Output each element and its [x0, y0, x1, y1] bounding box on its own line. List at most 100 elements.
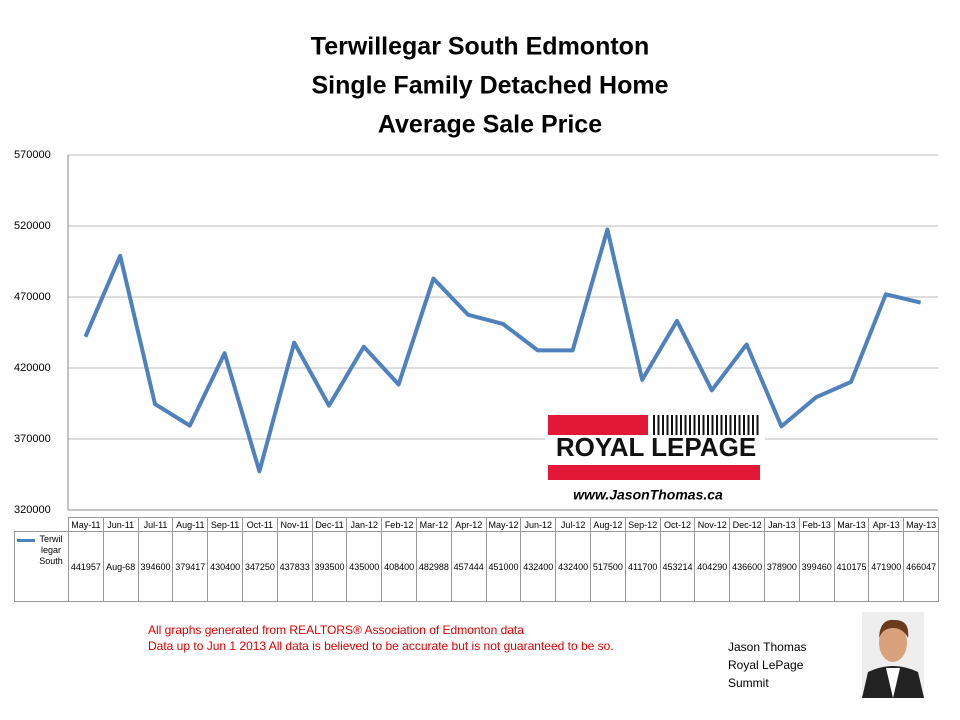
barcode-line: [756, 415, 759, 435]
barcode-line: [653, 415, 655, 435]
data-label: 435000: [346, 531, 383, 602]
x-tick-label: Sep-12: [624, 517, 661, 532]
data-label: 379417: [172, 531, 209, 602]
author: Royal LePage: [728, 658, 804, 672]
legend-swatch: [17, 539, 35, 542]
x-tick-label: Aug-11: [172, 517, 209, 532]
author: Jason Thomas: [728, 640, 807, 654]
data-label: 441957: [68, 531, 104, 602]
logo: ROYAL LEPAGE www.JasonThomas.ca: [545, 410, 765, 508]
author-photo: [862, 612, 924, 698]
data-label: 399460: [798, 531, 835, 602]
photo-hair: [879, 619, 909, 638]
data-label: 436600: [729, 531, 765, 602]
data-label: 451000: [485, 531, 522, 602]
x-tick-label: Jan-13: [764, 517, 800, 532]
legend-label: Terwillegar South: [39, 534, 63, 566]
barcode-line: [693, 415, 696, 435]
x-tick-label: Jul-12: [555, 517, 591, 532]
logo-red-bar: [548, 465, 760, 480]
x-tick-label: Mar-13: [833, 517, 870, 532]
chart-title: Average Sale Price: [378, 111, 602, 139]
data-label: 378900: [764, 531, 800, 602]
x-tick-label: Oct-11: [242, 517, 278, 532]
x-tick-label: Dec-12: [729, 517, 765, 532]
barcode-line: [752, 415, 754, 435]
logo-barcode: [653, 415, 759, 435]
y-tick-label: 570000: [14, 149, 51, 161]
x-tick-label: Dec-11: [311, 517, 348, 532]
x-tick-label: Nov-12: [694, 517, 731, 532]
barcode-line: [662, 415, 664, 435]
data-label: 408400: [381, 531, 417, 602]
x-tick-label: Mar-12: [416, 517, 452, 532]
photo-shirt: [886, 668, 900, 698]
x-tick-label: May-11: [68, 517, 104, 532]
x-tick-label: May-12: [485, 517, 522, 532]
x-tick-label: Sep-11: [207, 517, 243, 532]
barcode-line: [684, 415, 687, 435]
barcode-line: [738, 415, 741, 435]
logo-red-bar: [548, 415, 648, 435]
x-tick-label: Feb-12: [381, 517, 417, 532]
data-label: 393500: [311, 531, 348, 602]
chart-title: Terwillegar South Edmonton: [311, 33, 649, 61]
logo-brand: ROYAL LEPAGE: [556, 432, 756, 462]
x-tick-label: Nov-11: [276, 517, 313, 532]
x-tick-label: Jun-11: [102, 517, 139, 532]
x-tick-label: Aug-12: [590, 517, 626, 532]
barcode-line: [675, 415, 678, 435]
data-label: 430400: [207, 531, 243, 602]
barcode-line: [680, 415, 682, 435]
data-label: 457444: [450, 531, 487, 602]
barcode-line: [698, 415, 700, 435]
legend-cell: Terwillegar South: [14, 531, 69, 602]
data-label: 471900: [868, 531, 905, 602]
barcode-line: [720, 415, 723, 435]
barcode-line: [707, 415, 709, 435]
x-tick-label: Jan-12: [346, 517, 383, 532]
data-label: 432400: [555, 531, 591, 602]
x-tick-label: Oct-12: [659, 517, 696, 532]
data-label: 517500: [590, 531, 626, 602]
barcode-line: [666, 415, 669, 435]
logo-url: www.JasonThomas.ca: [573, 487, 723, 503]
chart-title: Single Family Detached Home: [311, 72, 668, 100]
barcode-line: [689, 415, 691, 435]
barcode-line: [743, 415, 745, 435]
x-tick-label: Apr-13: [868, 517, 905, 532]
barcode-line: [671, 415, 673, 435]
y-tick-label: 520000: [14, 220, 51, 232]
barcode-line: [729, 415, 732, 435]
data-label: 453214: [659, 531, 696, 602]
y-tick-label: 470000: [14, 291, 51, 303]
data-label: Aug-68: [102, 531, 139, 602]
photo-face: [879, 624, 907, 662]
barcode-line: [725, 415, 727, 435]
barcode-line: [734, 415, 736, 435]
x-tick-label: Jun-12: [520, 517, 557, 532]
barcode-line: [657, 415, 660, 435]
y-tick-label: 370000: [14, 433, 51, 445]
barcode-line: [716, 415, 718, 435]
author: Summit: [728, 676, 769, 690]
x-tick-label: Apr-12: [450, 517, 487, 532]
data-label: 437833: [276, 531, 313, 602]
data-label: 466047: [903, 531, 939, 602]
x-tick-label: Feb-13: [798, 517, 835, 532]
data-label: 482988: [416, 531, 452, 602]
series-line: [83, 227, 922, 474]
note: Data up to Jun 1 2013 All data is believ…: [148, 639, 614, 653]
data-label: 404290: [694, 531, 731, 602]
y-tick-label: 320000: [14, 504, 51, 516]
barcode-line: [702, 415, 705, 435]
data-label: 411700: [624, 531, 661, 602]
barcode-line: [711, 415, 714, 435]
data-label: 347250: [242, 531, 278, 602]
data-label: 432400: [520, 531, 557, 602]
data-label: 410175: [833, 531, 870, 602]
x-tick-label: May-13: [903, 517, 939, 532]
barcode-line: [747, 415, 750, 435]
